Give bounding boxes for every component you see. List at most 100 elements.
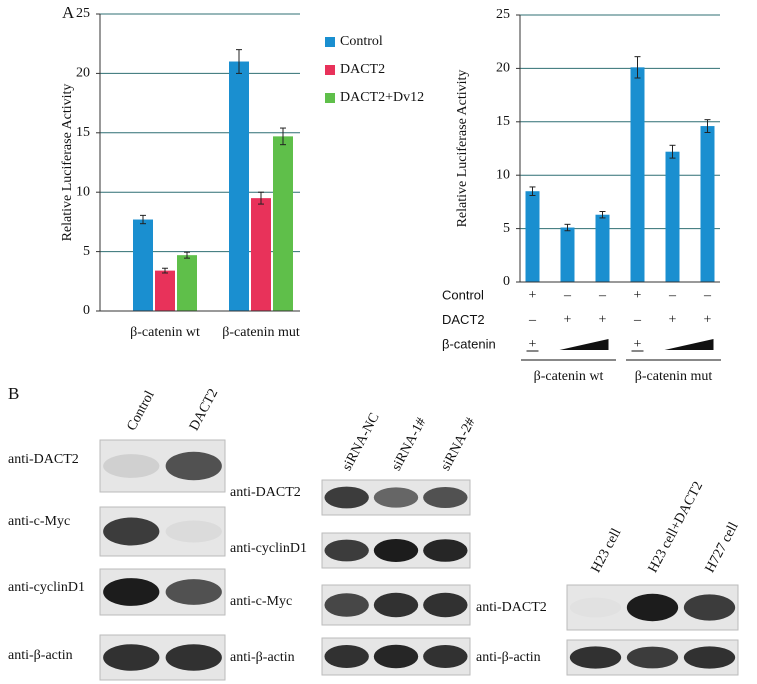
blot-band xyxy=(423,644,468,669)
y-tick-label: 10 xyxy=(76,184,90,199)
bar xyxy=(133,219,153,311)
bar xyxy=(155,270,175,311)
blot-band xyxy=(423,592,468,618)
y-axis-label: Relative Luciferase Activity xyxy=(455,70,470,228)
lane-label: H23 cell xyxy=(589,526,625,575)
condition-mark: – xyxy=(598,288,607,303)
ramp xyxy=(559,339,609,350)
bar xyxy=(700,126,715,283)
bar xyxy=(525,191,540,282)
condition-mark: + xyxy=(704,313,712,328)
blot-band xyxy=(683,594,736,621)
lane-label: H23 cell+DACT2 xyxy=(646,479,707,575)
lane-label: siRNA-1# xyxy=(389,416,429,474)
y-tick-label: 0 xyxy=(83,303,90,318)
y-tick-label: 0 xyxy=(503,274,510,289)
panel-label: A xyxy=(62,3,75,22)
bar xyxy=(273,136,293,311)
blot-band xyxy=(373,539,419,562)
condition-mark: + xyxy=(564,313,572,328)
blot-band xyxy=(324,539,369,562)
condition-mark: + xyxy=(634,288,642,303)
condition-mark: – xyxy=(563,288,572,303)
lane-label: Control xyxy=(124,388,157,433)
y-tick-label: 15 xyxy=(76,125,90,140)
bar xyxy=(595,214,610,282)
group-label: β-catenin wt xyxy=(534,369,604,384)
bar xyxy=(560,227,575,282)
group-label: β-catenin mut xyxy=(635,369,713,384)
row-label: anti-c-Myc xyxy=(8,514,70,529)
y-tick-label: 20 xyxy=(76,66,90,81)
row-label: anti-DACT2 xyxy=(476,600,547,615)
condition-mark: – xyxy=(633,313,642,328)
row-label: anti-cyclinD1 xyxy=(8,580,85,595)
lane-label: DACT2 xyxy=(187,387,221,434)
y-tick-label: 20 xyxy=(496,61,510,76)
condition-mark: – xyxy=(528,313,537,328)
legend-swatch xyxy=(325,93,335,103)
blot-band xyxy=(103,454,160,478)
row-label: anti-cyclinD1 xyxy=(230,541,307,556)
blot-band xyxy=(569,646,622,669)
blot-band xyxy=(373,487,419,508)
blot-band xyxy=(683,646,736,669)
blot-band xyxy=(324,644,369,669)
blot-band xyxy=(103,517,160,546)
row-label: anti-β-actin xyxy=(8,648,73,663)
condition-mark: + xyxy=(529,288,537,303)
lane-label: siRNA-2# xyxy=(438,416,478,474)
blot-band xyxy=(373,644,419,669)
blot-band xyxy=(103,578,160,606)
blot-band xyxy=(103,644,160,671)
lane-label: H727 cell xyxy=(703,520,742,576)
blot-band xyxy=(626,646,679,669)
bar xyxy=(177,255,197,311)
condition-mark: + xyxy=(634,337,642,352)
bar xyxy=(665,151,680,282)
blot-band xyxy=(626,593,679,622)
blot-band xyxy=(373,592,419,618)
blot-band xyxy=(165,451,222,481)
y-axis-label: Relative Luciferase Activity xyxy=(60,84,75,242)
row-label: anti-β-actin xyxy=(476,650,541,665)
legend-label: DACT2 xyxy=(340,62,385,77)
bar xyxy=(229,61,249,311)
y-tick-label: 5 xyxy=(83,244,90,259)
blot-band xyxy=(165,520,222,543)
condition-label: Control xyxy=(442,287,484,302)
condition-mark: + xyxy=(669,313,677,328)
row-label: anti-c-Myc xyxy=(230,594,292,609)
legend-label: DACT2+Dv12 xyxy=(340,90,424,105)
bar xyxy=(251,198,271,311)
legend-label: Control xyxy=(340,34,383,49)
y-tick-label: 10 xyxy=(496,167,510,182)
condition-mark: – xyxy=(668,288,677,303)
legend-swatch xyxy=(325,65,335,75)
blot-band xyxy=(165,579,222,605)
blot-band xyxy=(165,644,222,671)
ramp xyxy=(664,339,714,350)
y-tick-label: 5 xyxy=(503,221,510,236)
lane-label: siRNA-NC xyxy=(340,411,383,474)
y-tick-label: 25 xyxy=(76,6,90,21)
x-tick-label: β-catenin mut xyxy=(222,325,300,340)
blot-band xyxy=(324,593,369,617)
condition-label: DACT2 xyxy=(442,312,485,327)
row-label: anti-β-actin xyxy=(230,650,295,665)
row-label: anti-DACT2 xyxy=(230,485,301,500)
condition-mark: + xyxy=(529,337,537,352)
blot-band xyxy=(570,598,621,618)
row-label: anti-DACT2 xyxy=(8,452,79,467)
panel-label: B xyxy=(8,384,19,403)
x-tick-label: β-catenin wt xyxy=(130,325,200,340)
blot-band xyxy=(423,539,468,562)
legend-swatch xyxy=(325,37,335,47)
y-tick-label: 15 xyxy=(496,114,510,129)
blot-band xyxy=(324,486,369,509)
blot-band xyxy=(423,487,468,508)
bar xyxy=(630,67,645,282)
condition-label: β-catenin xyxy=(442,336,496,351)
condition-mark: + xyxy=(599,313,607,328)
